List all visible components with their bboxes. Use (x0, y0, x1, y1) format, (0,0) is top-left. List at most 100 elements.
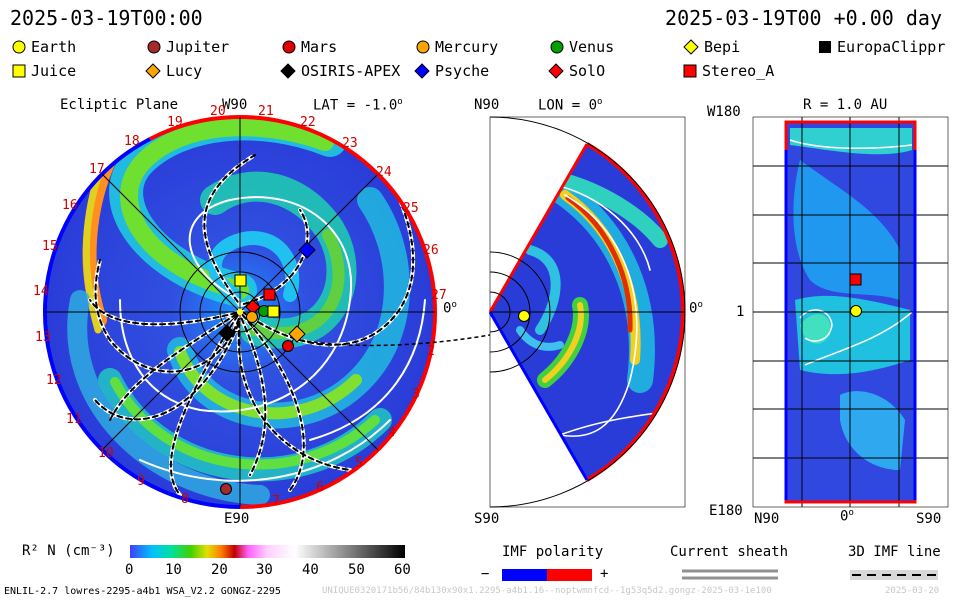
rotation-number: 12 (46, 373, 62, 388)
diamond-icon (548, 63, 564, 79)
legend-label: SolO (569, 62, 606, 80)
ecliptic-w90-label: W90 (222, 97, 248, 113)
polarity-boundary-negative (43, 137, 241, 509)
imf-plus-label: + (600, 566, 609, 582)
colorbar-tick: 40 (302, 562, 319, 578)
imf-line-swatch (850, 570, 938, 580)
ecliptic-plane-plot (43, 115, 491, 509)
rotation-number: 7 (272, 494, 280, 509)
stereo-a-sphere-marker[interactable] (849, 273, 862, 286)
legend-earth: Earth (12, 38, 76, 56)
mercury-marker[interactable] (246, 311, 258, 323)
sphere-e180-label: E180 (709, 503, 743, 519)
colorbar-tick: 0 (125, 562, 134, 578)
rotation-number: 4 (388, 425, 396, 440)
sphere-1au-plot (752, 116, 949, 508)
colorbar-tick: 60 (394, 562, 411, 578)
sphere-s90-label: S90 (916, 511, 942, 527)
imf-minus-label: − (481, 566, 490, 582)
meridional-zero-label: 0o (689, 300, 703, 317)
legend-label: Jupiter (166, 38, 230, 56)
rotation-number: 27 (431, 288, 447, 303)
legend-lucy: Lucy (145, 62, 202, 80)
timestamp: 2025-03-19T00:00 (10, 6, 203, 30)
juice-marker[interactable] (234, 274, 247, 287)
circle-icon (12, 40, 26, 54)
square-icon (683, 64, 697, 78)
sphere-zero-label: 0o (840, 508, 854, 525)
earth-marker[interactable] (267, 305, 280, 318)
density-colorbar (130, 545, 405, 558)
legend-label: Venus (569, 38, 615, 56)
legend-label: Lucy (166, 62, 203, 80)
legend-label: OSIRIS-APEX (301, 62, 401, 80)
legend-label: EuropaClippr (837, 38, 946, 56)
rotation-number: 14 (33, 284, 49, 299)
legend-venus: Venus (550, 38, 614, 56)
sun-marker (237, 309, 243, 315)
rotation-number: 10 (98, 446, 114, 461)
rotation-number: 22 (300, 115, 316, 130)
rotation-number: 20 (210, 104, 226, 119)
diamond-icon (414, 63, 430, 79)
run-id-footer: UNIQUE0320171b56/84b130x90x1.2295-a4b1.1… (322, 586, 772, 596)
earth-imf-line (299, 334, 491, 347)
circle-icon (282, 40, 296, 54)
stereo-a-marker[interactable] (263, 288, 276, 301)
imf-line-title: 3D IMF line (848, 544, 941, 560)
meridional-s90-label: S90 (474, 511, 500, 527)
colorbar-tick: 10 (165, 562, 182, 578)
jupiter-marker[interactable] (220, 483, 232, 495)
diamond-icon (683, 39, 699, 55)
date-footer: 2025-03-20 (885, 586, 940, 596)
rotation-number: 21 (258, 104, 274, 119)
rotation-number: 8 (181, 492, 189, 507)
earth-meridional-marker[interactable] (518, 310, 530, 322)
legend-mercury: Mercury (416, 38, 498, 56)
meridional-n90-label: N90 (474, 97, 500, 113)
colorbar-tick: 20 (211, 562, 228, 578)
legend-solo: SolO (548, 62, 605, 80)
legend-label: Mars (301, 38, 338, 56)
rotation-number: 5 (355, 456, 363, 471)
psyche-marker[interactable] (298, 241, 316, 259)
meridional-plane-plot (488, 116, 686, 508)
osiris-apex-marker[interactable] (218, 324, 236, 342)
legend-bepi: Bepi (683, 38, 740, 56)
rotation-number: 3 (412, 387, 420, 402)
legend-label: Stereo_A (702, 62, 775, 80)
mars-marker[interactable] (282, 340, 294, 352)
legend-stereo-a: Stereo_A (683, 62, 774, 80)
legend-juice: Juice (12, 62, 76, 80)
model-footer: ENLIL-2.7 lowres-2295-a4b1 WSA_V2.2 GONG… (4, 586, 281, 597)
rotation-number: 16 (62, 198, 78, 213)
earth-sphere-marker[interactable] (850, 305, 862, 317)
imf-negative-swatch (502, 569, 547, 581)
legend-label: Earth (31, 38, 77, 56)
sphere-w180-label: W180 (707, 104, 741, 120)
sphere-mid-label: 1 (736, 304, 745, 320)
rotation-number: 9 (137, 474, 145, 489)
legend-psyche: Psyche (414, 62, 489, 80)
sphere-title: R = 1.0 AU (803, 97, 888, 113)
ecliptic-e90-label: E90 (224, 511, 250, 527)
square-icon (819, 41, 831, 53)
circle-icon (416, 40, 430, 54)
colorbar-tick: 50 (348, 562, 365, 578)
rotation-number: 26 (423, 243, 439, 258)
legend-jupiter: Jupiter (147, 38, 229, 56)
legend-europaclipper: EuropaClippr (818, 38, 945, 56)
legend-label: Juice (31, 62, 77, 80)
imf-positive-swatch (547, 569, 592, 581)
sphere-n90-label: N90 (754, 511, 780, 527)
rotation-number: 2 (427, 344, 435, 359)
rotation-number: 25 (403, 201, 419, 216)
lucy-marker[interactable] (288, 325, 306, 343)
rotation-number: 17 (89, 162, 105, 177)
meridional-lon-label: LON = 0o (538, 97, 603, 114)
legend-mars: Mars (282, 38, 337, 56)
diamond-icon (280, 63, 296, 79)
rotation-number: 18 (124, 134, 140, 149)
elapsed-time: 2025-03-19T00 +0.00 day (665, 6, 942, 30)
